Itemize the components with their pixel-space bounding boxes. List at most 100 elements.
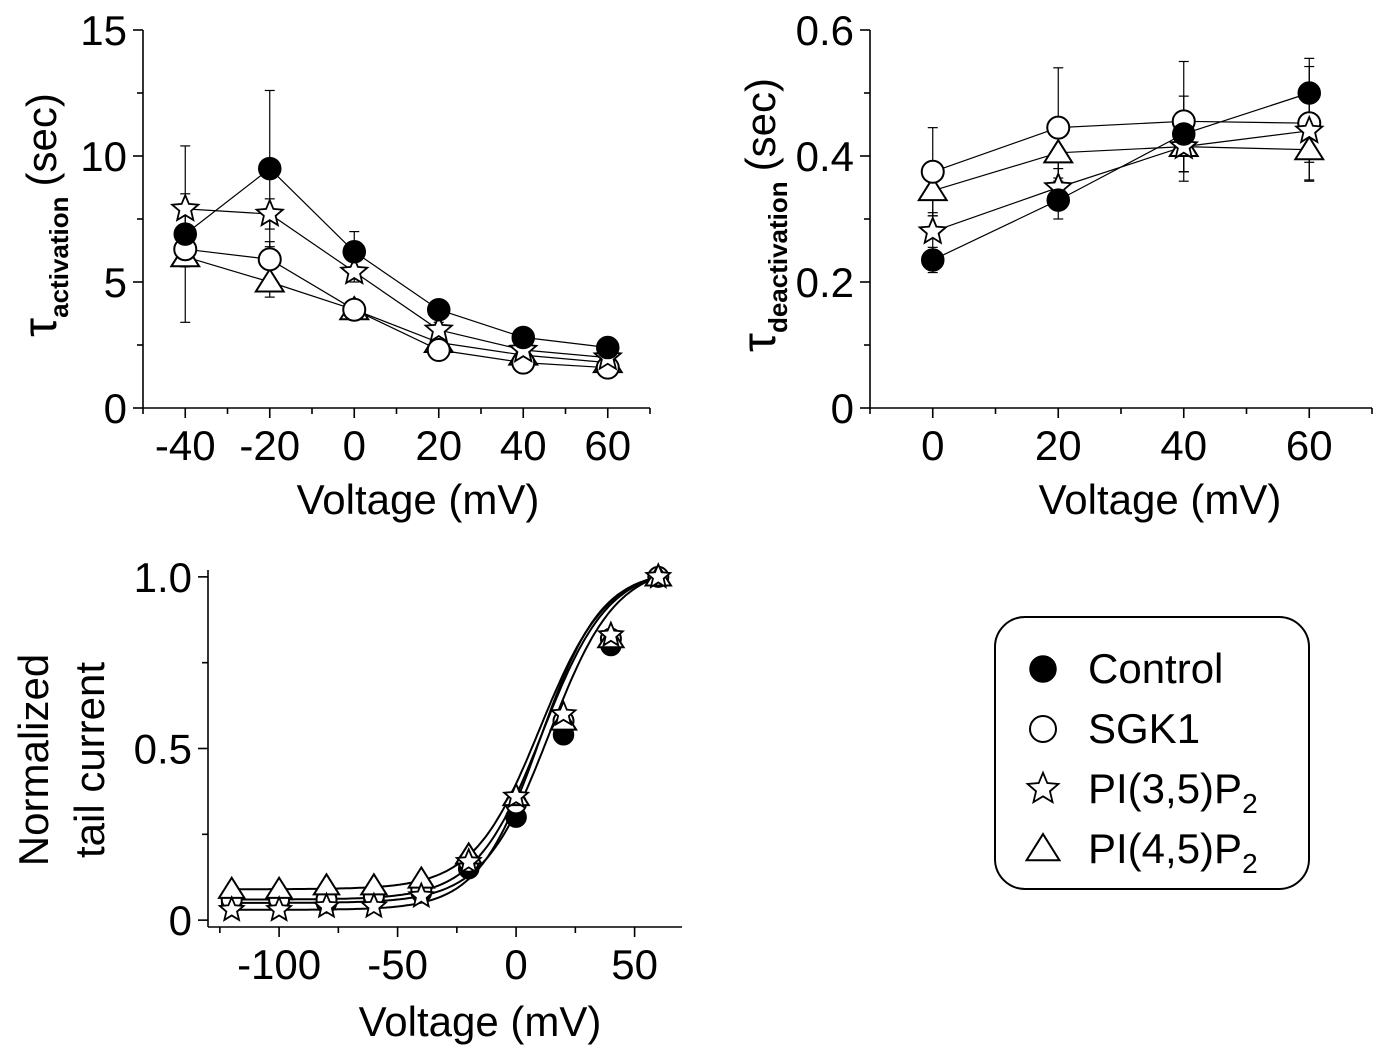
activation-y-tick-label: 5	[104, 259, 127, 306]
activation-point-pi35p2	[169, 192, 201, 222]
tail-x-tick-label: 50	[611, 941, 658, 988]
deactivation-x-tick-label: 0	[921, 422, 944, 469]
activation-point-control	[427, 297, 451, 322]
activation-y-tick-label: 15	[80, 7, 127, 54]
deactivation-point-control	[1046, 188, 1070, 212]
legend-label-sgk1: SGK1	[1088, 705, 1200, 752]
tail-point-pi45p2	[359, 872, 389, 896]
tail-point-pi35p2	[264, 894, 294, 922]
legend-label-pi35p2: PI(3,5)P2	[1088, 765, 1258, 819]
legend-label-pi45p2-main: PI(4,5)P	[1088, 825, 1242, 872]
tail-y-tick-label: 0.5	[134, 726, 192, 773]
activation-point-control	[511, 325, 535, 350]
tail-fit-pi45p2	[231, 575, 659, 891]
tail-point-pi35p2	[596, 620, 626, 648]
activation-line-control	[184, 167, 608, 349]
deactivation-point-control	[1297, 81, 1321, 105]
tail-y-tick-label: 1.0	[134, 554, 192, 601]
activation-x-tick-label: -40	[155, 422, 216, 469]
deactivation-x-tick-label: 20	[1035, 422, 1082, 469]
deactivation-point-sgk1	[1046, 115, 1071, 140]
tail-point-pi45p2	[217, 875, 247, 899]
deactivation-y-tick-label: 0	[831, 385, 854, 432]
activation-ylabel-main: τ	[14, 318, 67, 337]
tail-fit-control	[231, 575, 659, 904]
deactivation-plot-area: 0 20 40 60 0 0.2 0.4 0.6	[796, 7, 1373, 469]
activation-x-tick-label: 0	[343, 422, 366, 469]
deactivation-ylabel-main: τ	[733, 333, 786, 352]
activation-y-tick-label: 0	[104, 385, 127, 432]
legend-marker-pi45p2	[1024, 832, 1062, 862]
activation-point-control	[258, 156, 282, 181]
activation-point-sgk1	[342, 297, 367, 322]
deactivation-ylabel-unit: (sec)	[737, 78, 784, 171]
deactivation-line-control	[932, 92, 1310, 261]
tail-point-pi35p2	[312, 891, 341, 919]
activation-xlabel: Voltage (mV)	[297, 476, 540, 523]
legend-markers	[1024, 655, 1062, 862]
deactivation-point-pi45p2	[1042, 138, 1074, 164]
activation-ylabel-sub: activation	[44, 197, 74, 318]
tail-fit-sgk1	[231, 575, 659, 901]
deactivation-y-tick-label: 0.2	[796, 259, 854, 306]
legend-box	[994, 616, 1310, 890]
deactivation-x-tick-label: 40	[1160, 422, 1207, 469]
tail-x-tick-label: 0	[504, 941, 527, 988]
deactivation-line-pi45p2	[932, 145, 1310, 192]
panel-activation: Voltage (mV) τactivation (sec) -40 -20 0 20 4…	[14, 7, 651, 523]
activation-point-sgk1	[426, 338, 451, 363]
tail-point-pi35p2	[501, 781, 531, 809]
activation-x-tick-label: -20	[239, 422, 300, 469]
tail-fit-pi35p2	[231, 575, 659, 911]
tail-ylabel-line1: Normalized	[10, 654, 57, 866]
activation-x-tick-label: 40	[500, 422, 547, 469]
deactivation-line-sgk1	[932, 120, 1310, 173]
tail-y-tick-label: 0	[169, 897, 192, 944]
legend-label-pi35p2-main: PI(3,5)P	[1088, 765, 1242, 812]
activation-point-control	[342, 240, 366, 264]
activation-ylabel-unit: (sec)	[18, 93, 65, 186]
activation-y-tick-label: 10	[80, 133, 127, 180]
tail-point-pi45p2	[312, 872, 341, 896]
tail-x-tick-label: -100	[237, 941, 321, 988]
tail-ylabel-line2: tail current	[66, 662, 113, 858]
deactivation-point-control	[1172, 122, 1196, 146]
deactivation-point-sgk1	[920, 159, 945, 184]
legend-label-pi45p2: PI(4,5)P2	[1088, 825, 1258, 879]
activation-ylabel: τactivation (sec)	[14, 93, 74, 337]
legend-marker-pi35p2	[1025, 770, 1061, 805]
legend-marker-control	[1029, 655, 1057, 683]
panel-tail-current: Voltage (mV) Normalized tail current -10…	[10, 554, 682, 1045]
deactivation-point-pi35p2	[917, 215, 949, 245]
tail-point-pi35p2	[407, 881, 436, 909]
panel-deactivation: Voltage (mV) τdeactivation(sec) 0 20 40 600…	[733, 7, 1373, 523]
activation-point-pi35p2	[423, 313, 455, 343]
deactivation-ylabel-sub: deactivation	[763, 181, 793, 333]
tail-point-pi35p2	[454, 846, 483, 874]
tail-point-pi35p2	[359, 891, 389, 919]
legend-label-pi45p2-sub: 2	[1242, 848, 1258, 879]
activation-point-pi35p2	[338, 255, 370, 285]
deactivation-point-control	[921, 248, 945, 272]
tail-x-tick-label: -50	[367, 941, 428, 988]
legend-label-pi35p2-sub: 2	[1242, 788, 1258, 819]
deactivation-xlabel: Voltage (mV)	[1039, 476, 1282, 523]
tail-plot-area: -100 -50 0 50 0 0.5 1.0	[134, 554, 682, 988]
deactivation-ylabel: τdeactivation (sec)	[733, 78, 793, 352]
deactivation-point-pi35p2	[1293, 114, 1325, 144]
activation-plot-area: -40 -20 0 20 40 60 0 5 10 15	[80, 7, 651, 469]
activation-line-pi45p2	[185, 256, 608, 364]
activation-point-sgk1	[257, 247, 282, 272]
deactivation-x-tick-label: 60	[1286, 422, 1333, 469]
tail-point-pi35p2	[549, 699, 578, 727]
deactivation-point-pi45p2	[1293, 135, 1325, 161]
deactivation-y-tick-label: 0.4	[796, 133, 854, 180]
legend-label-control: Control	[1088, 645, 1223, 692]
activation-point-control	[596, 335, 620, 360]
activation-point-pi45p2	[254, 267, 286, 293]
activation-line-sgk1	[185, 248, 608, 369]
activation-line-pi35p2	[185, 208, 608, 359]
deactivation-y-tick-label: 0.6	[796, 7, 854, 54]
deactivation-point-pi45p2	[917, 176, 949, 202]
